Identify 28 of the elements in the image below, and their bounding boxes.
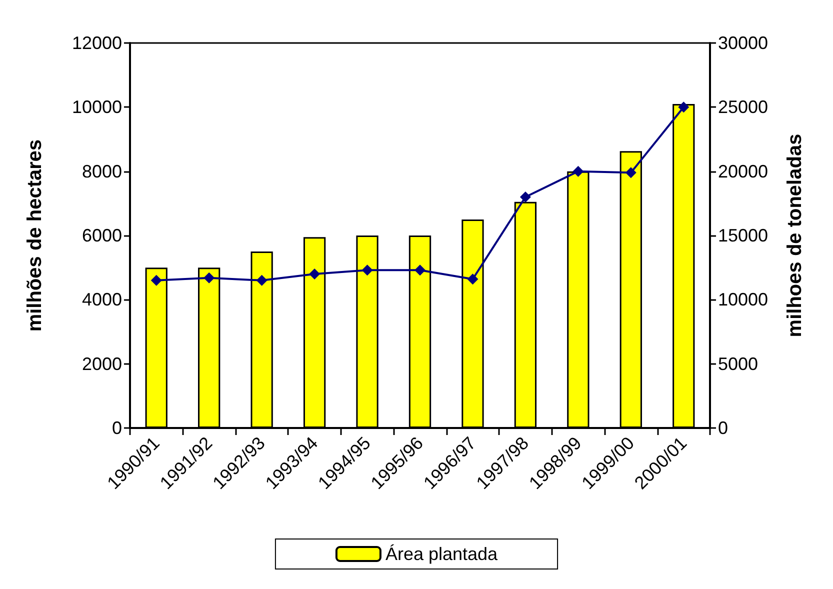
y-tick-label: 2000	[82, 354, 122, 374]
legend-label: Área plantada	[385, 544, 499, 564]
point	[204, 272, 215, 284]
y2-tick-label: 15000	[718, 226, 768, 246]
y2-tick-label: 20000	[718, 161, 768, 182]
point	[572, 166, 584, 177]
y-tick-label: 4000	[82, 290, 122, 310]
y-tick-label: 6000	[82, 226, 122, 246]
point	[256, 274, 268, 286]
point	[309, 268, 320, 280]
point	[150, 274, 162, 286]
point	[414, 264, 426, 276]
y2-tick-label: 30000	[718, 33, 768, 53]
y-axis-title: milhões de hectares	[24, 139, 46, 332]
y2-tick-label: 25000	[718, 97, 768, 118]
y-tick-label: 10000	[72, 97, 122, 118]
y-tick-label: 8000	[82, 161, 122, 182]
y-tick-label: 12000	[72, 33, 122, 53]
y2-tick-label: 5000	[718, 354, 758, 374]
y2-tick-label: 0	[718, 418, 728, 438]
y2-axis-title: milhoes de toneladas	[784, 134, 806, 338]
point	[467, 274, 478, 285]
point	[625, 167, 636, 178]
y2-tick-label: 10000	[718, 290, 768, 310]
y-tick-label: 0	[112, 418, 122, 438]
point	[520, 192, 531, 202]
point	[362, 264, 373, 276]
point	[678, 102, 690, 113]
